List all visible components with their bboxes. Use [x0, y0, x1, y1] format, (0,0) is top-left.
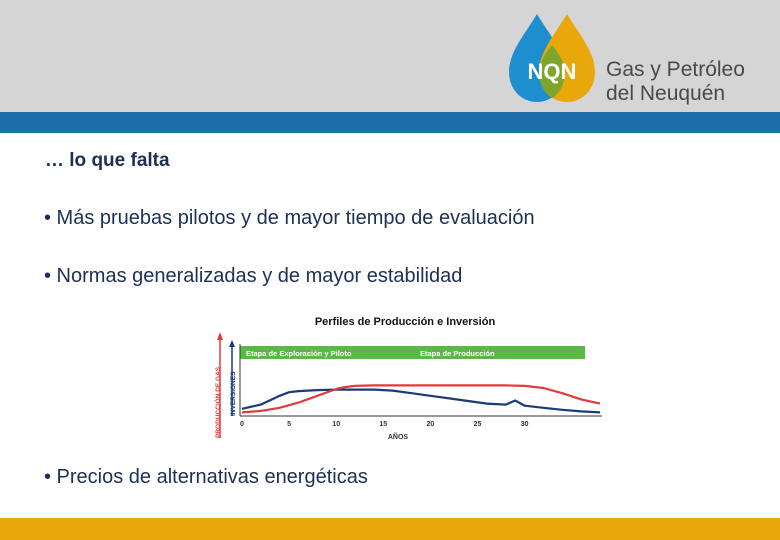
- stage-exploration-band: [240, 346, 400, 359]
- x-tick-label: 5: [287, 421, 291, 428]
- stage-production-band: [400, 346, 585, 359]
- series-line: [241, 384, 601, 414]
- chart-title: Perfiles de Producción e Inversión: [315, 316, 496, 328]
- x-ticks: 0 5 10 15 20 25 30: [240, 421, 529, 428]
- series-line: [241, 388, 601, 414]
- x-tick-label: 25: [474, 421, 482, 428]
- logo-text: NQN: [528, 59, 577, 84]
- x-tick-label: 0: [240, 421, 244, 428]
- company-line-1: Gas y Petróleo: [606, 58, 745, 81]
- stage-exploration-label: Etapa de Exploración y Piloto: [246, 349, 352, 358]
- nqn-logo: NQN: [509, 14, 595, 102]
- yellow-band: [0, 518, 780, 540]
- investment-arrow-head: [229, 340, 235, 347]
- blue-band: [0, 112, 780, 133]
- x-tick-label: 30: [521, 421, 529, 428]
- y-label-investment: INVERSIONES: [230, 371, 237, 416]
- x-tick-label: 15: [379, 421, 387, 428]
- slide-heading: … lo que falta: [45, 150, 170, 171]
- x-axis-label: AÑOS: [388, 432, 409, 441]
- stage-production-label: Etapa de Producción: [420, 349, 495, 358]
- series-lines: [241, 384, 601, 414]
- production-arrow-head: [217, 332, 223, 340]
- y-label-production: PRODUCCIÓN DE GAS: [213, 366, 222, 438]
- bullet-item: • Precios de alternativas energéticas: [44, 466, 368, 488]
- company-name: Gas y Petróleo del Neuquén: [606, 58, 745, 106]
- bullet-item: • Más pruebas pilotos y de mayor tiempo …: [44, 207, 535, 229]
- header-bar: [0, 0, 780, 112]
- x-tick-label: 10: [332, 421, 340, 428]
- production-investment-chart: Perfiles de Producción e Inversión Etapa…: [213, 316, 602, 441]
- x-tick-label: 20: [427, 421, 435, 428]
- company-line-2: del Neuquén: [606, 82, 726, 105]
- bullet-item: • Normas generalizadas y de mayor estabi…: [44, 265, 463, 287]
